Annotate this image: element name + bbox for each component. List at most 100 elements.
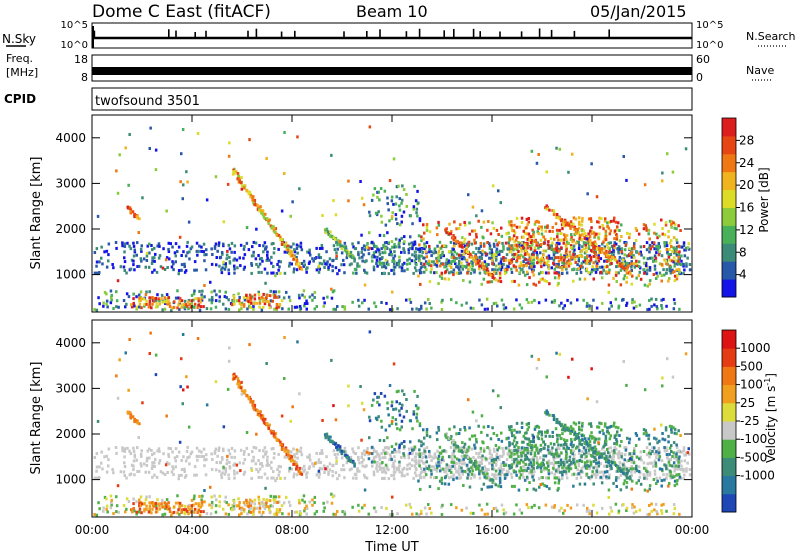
- heatmap-cell: [163, 300, 166, 304]
- heatmap-cell: [502, 307, 506, 311]
- heatmap-cell: [546, 431, 549, 434]
- heatmap-cell: [567, 446, 570, 450]
- heatmap-cell: [668, 446, 672, 450]
- heatmap-cell: [242, 472, 246, 476]
- heatmap-cell: [572, 253, 575, 257]
- heatmap-cell: [483, 260, 487, 264]
- heatmap-cell: [249, 510, 252, 514]
- heatmap-cell: [499, 485, 503, 489]
- heatmap-cell: [233, 271, 236, 275]
- heatmap-cell: [287, 307, 290, 311]
- heatmap-cell: [667, 279, 670, 283]
- heatmap-cell: [398, 238, 401, 242]
- heatmap-cell: [262, 244, 265, 248]
- heatmap-cell: [491, 184, 495, 188]
- heatmap-cell: [193, 473, 196, 477]
- heatmap-cell: [189, 510, 193, 514]
- heatmap-cell: [585, 304, 589, 308]
- heatmap-cell: [663, 449, 667, 453]
- heatmap-cell: [560, 301, 563, 305]
- heatmap-cell: [580, 460, 584, 463]
- heatmap-cell: [655, 437, 658, 441]
- heatmap-cell: [388, 253, 391, 257]
- heatmap-cell: [290, 250, 294, 254]
- heatmap-cell: [164, 298, 167, 302]
- heatmap-cell: [633, 242, 636, 246]
- heatmap-cell: [494, 264, 498, 268]
- heatmap-cell: [473, 475, 476, 479]
- heatmap-cell: [448, 222, 451, 226]
- heatmap-cell: [325, 250, 328, 254]
- heatmap-cell: [308, 248, 311, 252]
- heatmap-cell: [419, 487, 422, 491]
- heatmap-cell: [647, 433, 651, 437]
- heatmap-cell: [272, 456, 276, 460]
- heatmap-cell: [605, 470, 609, 474]
- heatmap-cell: [480, 253, 484, 257]
- heatmap-cell: [420, 440, 423, 444]
- heatmap-cell: [165, 461, 169, 465]
- heatmap-cell: [651, 241, 654, 245]
- heatmap-cell: [520, 446, 524, 450]
- heatmap-cell: [485, 467, 488, 471]
- heatmap-cell: [336, 272, 339, 276]
- heatmap-cell: [381, 256, 384, 259]
- heatmap-cell: [490, 251, 494, 255]
- heatmap-cell: [258, 504, 262, 508]
- heatmap-cell: [535, 461, 539, 465]
- heatmap-cell: [515, 246, 519, 250]
- heatmap-cell: [393, 466, 396, 470]
- heatmap-cell: [570, 438, 573, 441]
- heatmap-cell: [504, 258, 508, 262]
- heatmap-cell: [550, 256, 554, 260]
- heatmap-cell: [167, 452, 170, 456]
- heatmap-cell: [136, 446, 139, 450]
- heatmap-cell: [447, 476, 451, 480]
- heatmap-cell: [269, 289, 272, 293]
- heatmap-cell: [371, 240, 374, 244]
- heatmap-cell: [613, 241, 616, 245]
- heatmap-cell: [647, 246, 651, 250]
- heatmap-cell: [189, 452, 193, 456]
- heatmap-cell: [470, 261, 473, 265]
- heatmap-cell: [398, 197, 401, 201]
- heatmap-cell: [186, 251, 189, 255]
- heatmap-cell: [166, 302, 169, 306]
- heatmap-cell: [637, 470, 641, 473]
- heatmap-cell: [605, 270, 608, 274]
- heatmap-cell: [253, 198, 257, 202]
- heatmap-cell: [450, 298, 453, 302]
- heatmap-cell: [420, 511, 423, 515]
- heatmap-cell: [457, 476, 460, 480]
- heatmap-cell: [665, 244, 669, 248]
- heatmap-cell: [604, 437, 608, 441]
- heatmap-cell: [136, 216, 139, 220]
- heatmap-cell: [620, 235, 623, 238]
- heatmap-cell: [308, 251, 311, 255]
- heatmap-cell: [508, 464, 511, 468]
- colorbar-tick-label: 24: [739, 156, 754, 170]
- heatmap-cell: [228, 460, 231, 464]
- heatmap-cell: [455, 240, 458, 244]
- heatmap-cell: [552, 258, 556, 262]
- heatmap-cell: [248, 506, 251, 510]
- heatmap-cell: [246, 296, 249, 300]
- heatmap-cell: [170, 265, 174, 269]
- heatmap-cell: [480, 225, 483, 229]
- heatmap-cell: [569, 220, 573, 224]
- heatmap-cell: [586, 301, 589, 305]
- heatmap-cell: [415, 207, 419, 211]
- heatmap-cell: [336, 243, 339, 247]
- heatmap-cell: [532, 250, 535, 254]
- heatmap-cell: [504, 306, 508, 310]
- heatmap-cell: [192, 503, 195, 507]
- heatmap-cell: [273, 500, 276, 504]
- heatmap-cell: [390, 473, 393, 477]
- heatmap-cell: [155, 270, 159, 274]
- heatmap-cell: [492, 432, 496, 435]
- heatmap-cell: [376, 195, 379, 199]
- heatmap-cell: [545, 170, 548, 174]
- heatmap-cell: [569, 246, 573, 250]
- heatmap-cell: [306, 302, 309, 305]
